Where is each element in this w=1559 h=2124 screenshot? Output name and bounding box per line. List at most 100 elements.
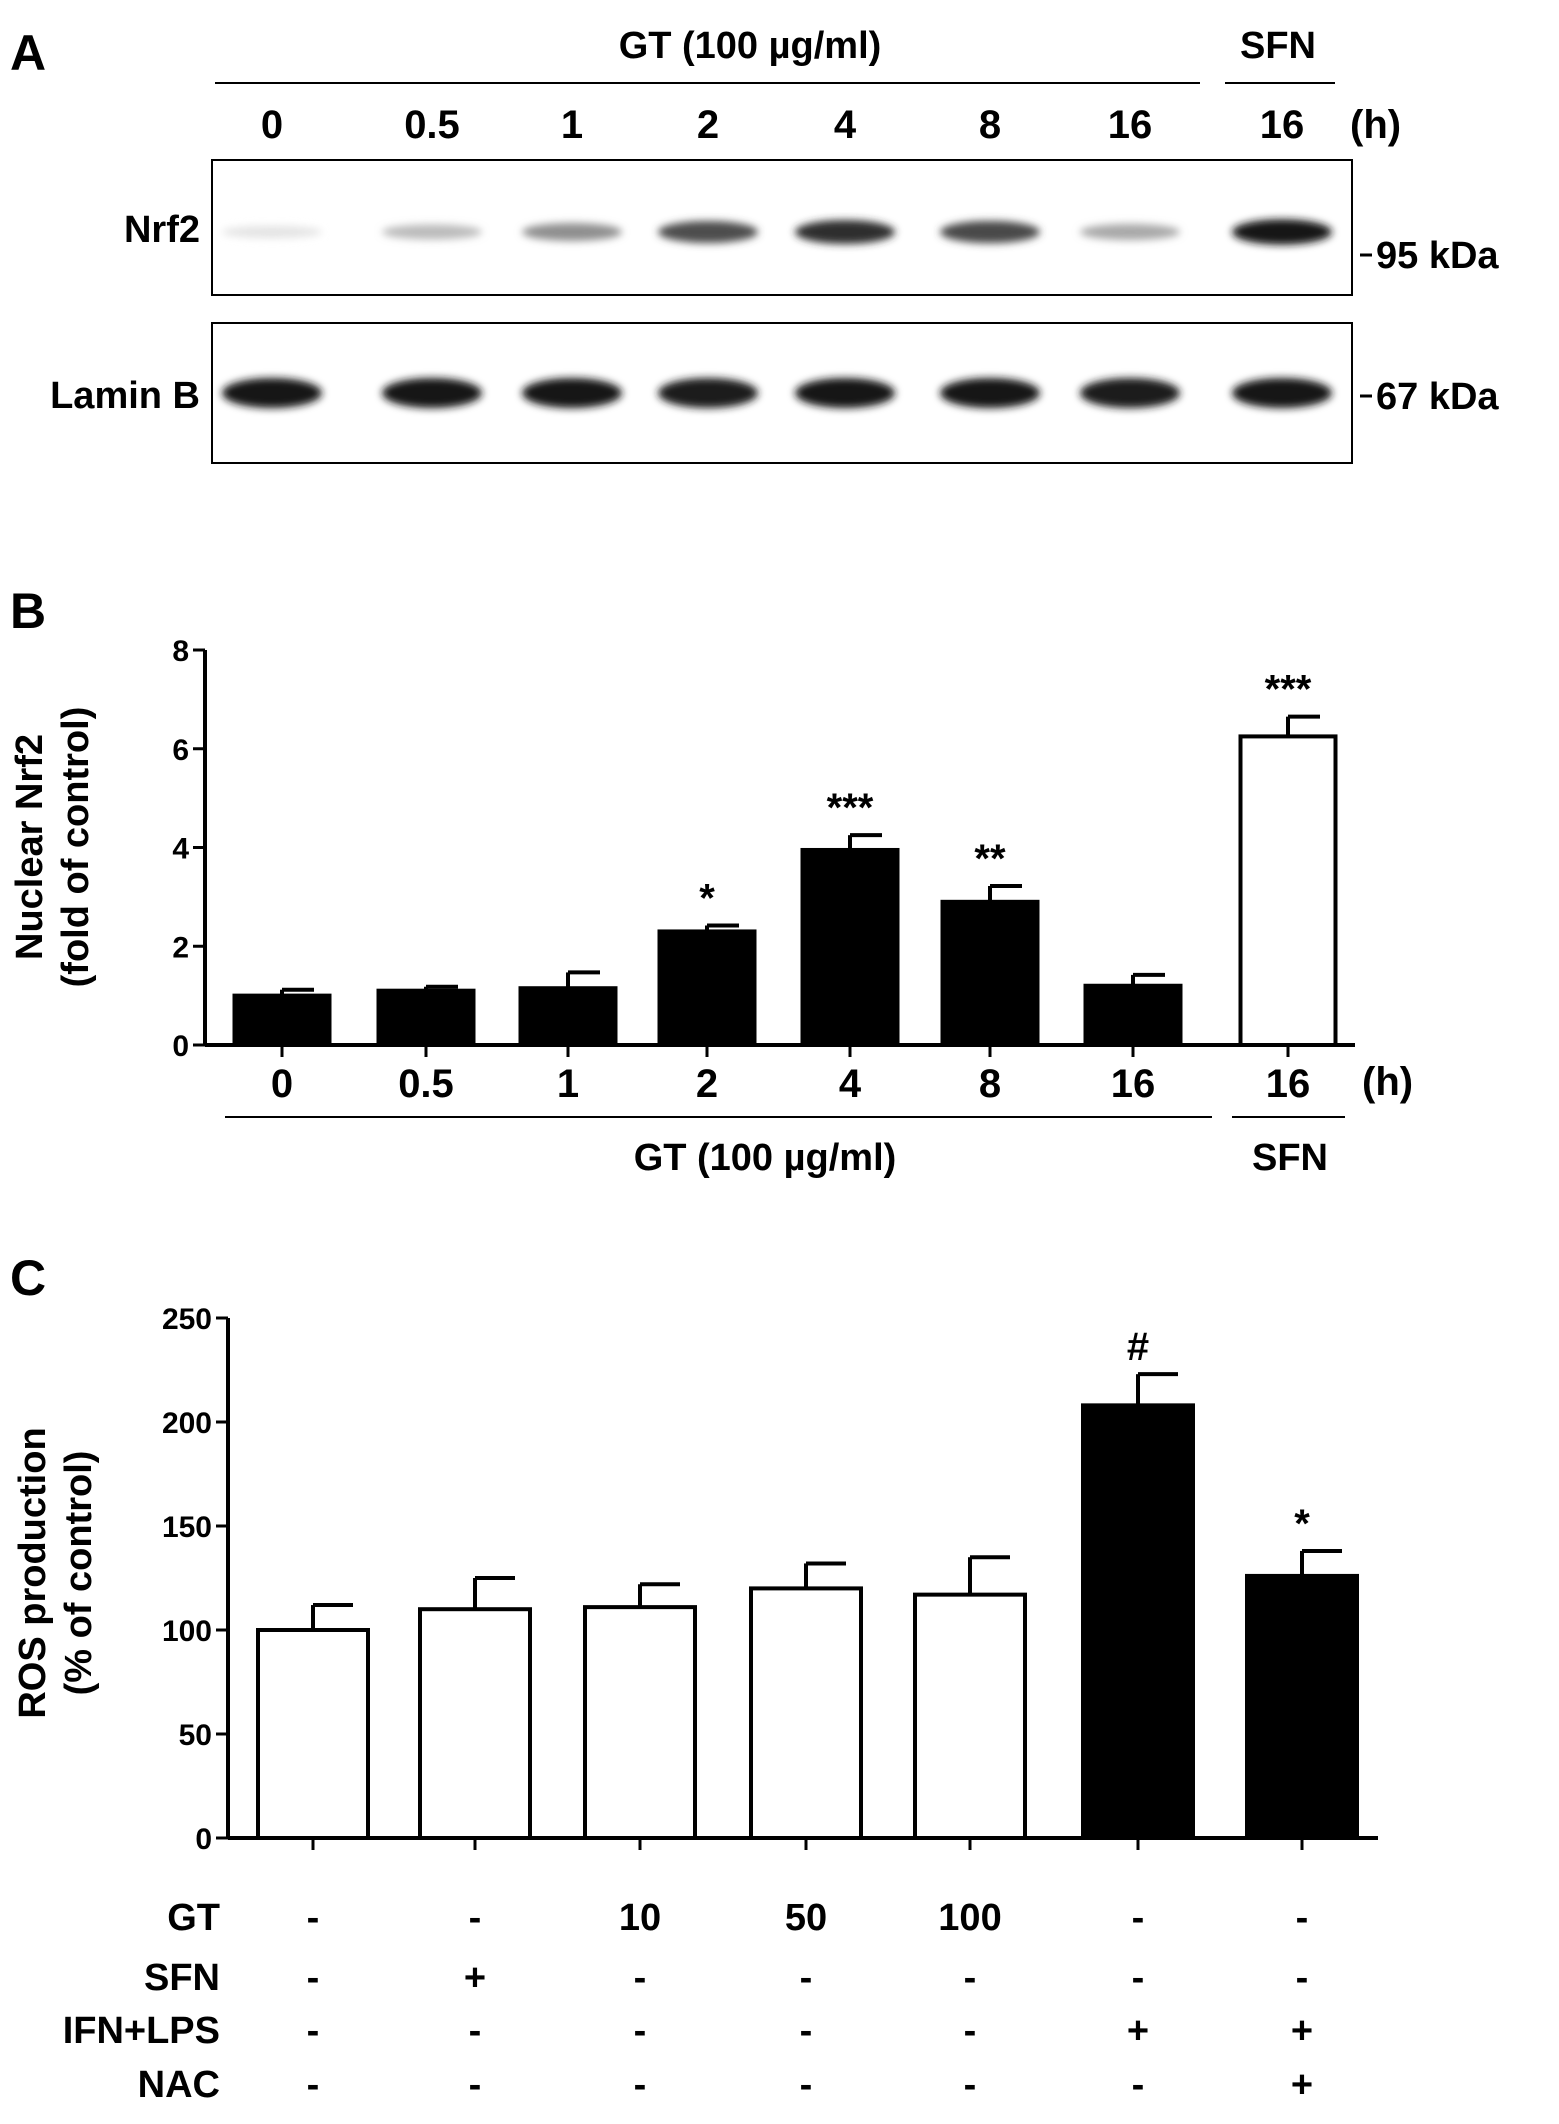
y-tick-label: 6 (172, 734, 189, 767)
condition-label: SFN (144, 1957, 220, 1999)
bar (913, 1592, 1027, 1841)
panel-b-x-unit: (h) (1362, 1060, 1413, 1104)
blot-band (382, 378, 482, 408)
panel-a: A GT (100 µg/ml) SFN 0 0.5 1 2 4 8 16 16 (h) Nr… (10, 25, 1499, 464)
marker-67kda: 67 kDa (1376, 376, 1499, 418)
panel-b-y-title: Nuclear Nrf2 (9, 734, 51, 960)
bar (940, 899, 1040, 1047)
condition-value: - (964, 2010, 977, 2052)
x-tick-label: 2 (696, 1062, 718, 1106)
lane-label: 4 (834, 103, 857, 147)
y-tick-label: 200 (162, 1407, 212, 1440)
bar (1081, 1403, 1195, 1840)
panel-c-y-title: ROS production (12, 1427, 54, 1718)
panel-b-gt-label: GT (100 µg/ml) (634, 1137, 897, 1179)
lane-label: 1 (561, 103, 583, 147)
x-tick-label: 4 (839, 1062, 862, 1106)
condition-label: NAC (138, 2064, 220, 2106)
blot-band (1232, 378, 1332, 408)
significance-mark: # (1127, 1325, 1149, 1369)
y-tick-label: 150 (162, 1511, 212, 1544)
x-tick-label: 0.5 (398, 1062, 454, 1106)
condition-label: IFN+LPS (63, 2010, 220, 2052)
condition-value: - (1132, 1897, 1145, 1939)
condition-value: 100 (938, 1897, 1001, 1939)
lane-label: 0.5 (404, 103, 460, 147)
panel-b-plot: 0 2 4 6 8 0 0.5 1 * 2 *** 4 ** 8 16 *** 16 (172, 635, 1355, 1106)
significance-mark: *** (827, 786, 874, 830)
panel-c-y-title-unit: (% of control) (58, 1451, 100, 1696)
lane-label: 2 (697, 103, 719, 147)
bar (418, 1607, 532, 1840)
blot-band (940, 220, 1040, 244)
condition-value: - (469, 2010, 482, 2052)
blot-band (1232, 219, 1332, 245)
panel-a-sfn-header: SFN (1240, 25, 1316, 67)
panel-c-condition-table: GT - - 10 50 100 - - SFN - + - - - - - IFN+LPS - - - - - + + NAC… (63, 1897, 1313, 2106)
y-tick-label: 8 (172, 635, 189, 668)
panel-c-letter: C (10, 1250, 46, 1306)
blot-frame-nrf2 (211, 159, 1353, 296)
condition-value: + (1127, 2010, 1149, 2052)
bar (657, 929, 757, 1047)
panel-b-y-title-unit: (fold of control) (55, 707, 97, 988)
condition-value: - (307, 2064, 320, 2106)
condition-value: - (1296, 1897, 1309, 1939)
bar (1245, 1573, 1359, 1841)
lane-label: 0 (261, 103, 283, 147)
condition-value: - (469, 1897, 482, 1939)
bar (232, 993, 332, 1047)
blot-band (658, 378, 758, 408)
condition-value: - (469, 2064, 482, 2106)
bar (1083, 983, 1183, 1047)
condition-value: - (307, 2010, 320, 2052)
blot-band (1080, 378, 1180, 408)
panel-a-gt-header: GT (100 µg/ml) (619, 25, 882, 67)
condition-value: + (464, 1957, 486, 1999)
x-tick-label: 0 (271, 1062, 293, 1106)
condition-value: - (634, 2064, 647, 2106)
significance-mark: ** (974, 837, 1006, 881)
significance-mark: *** (1265, 668, 1312, 712)
y-tick-label: 0 (172, 1030, 189, 1063)
blot-bands-nrf2 (222, 219, 1332, 245)
significance-mark: * (699, 877, 715, 921)
panel-a-letter: A (10, 25, 46, 81)
blot-band (658, 220, 758, 244)
lane-label: 16 (1260, 103, 1305, 147)
y-tick-label: 250 (162, 1303, 212, 1336)
blot-band (222, 225, 322, 239)
blot-band (795, 219, 895, 245)
blot-band (382, 224, 482, 240)
condition-label: GT (167, 1897, 220, 1939)
condition-value: - (1132, 2064, 1145, 2106)
condition-value: - (964, 1957, 977, 1999)
bar (1238, 734, 1338, 1047)
panel-b-sfn-label: SFN (1252, 1137, 1328, 1179)
condition-value: 10 (619, 1897, 661, 1939)
marker-95kda: 95 kDa (1376, 235, 1499, 277)
condition-value: - (800, 2064, 813, 2106)
y-tick-label: 50 (179, 1719, 212, 1752)
panel-b-letter: B (10, 583, 46, 639)
x-tick-label: 8 (979, 1062, 1001, 1106)
blot-bands-lamin-b (222, 378, 1332, 408)
blot-label-nrf2: Nrf2 (124, 209, 200, 251)
blot-band (940, 378, 1040, 408)
y-tick-label: 100 (162, 1615, 212, 1648)
panel-a-time-unit: (h) (1350, 103, 1401, 147)
blot-band (222, 378, 322, 408)
blot-band (522, 378, 622, 408)
condition-value: + (1291, 2010, 1313, 2052)
condition-value: - (1132, 1957, 1145, 1999)
y-tick-label: 0 (195, 1823, 212, 1856)
condition-value: 50 (785, 1897, 827, 1939)
panel-c: C ROS production (% of control) 0 50 100 15… (10, 1250, 1378, 2106)
bar (749, 1586, 863, 1841)
bar (518, 986, 618, 1047)
significance-mark: * (1294, 1502, 1310, 1546)
condition-value: - (964, 2064, 977, 2106)
bar (256, 1628, 370, 1840)
condition-value: - (800, 1957, 813, 1999)
